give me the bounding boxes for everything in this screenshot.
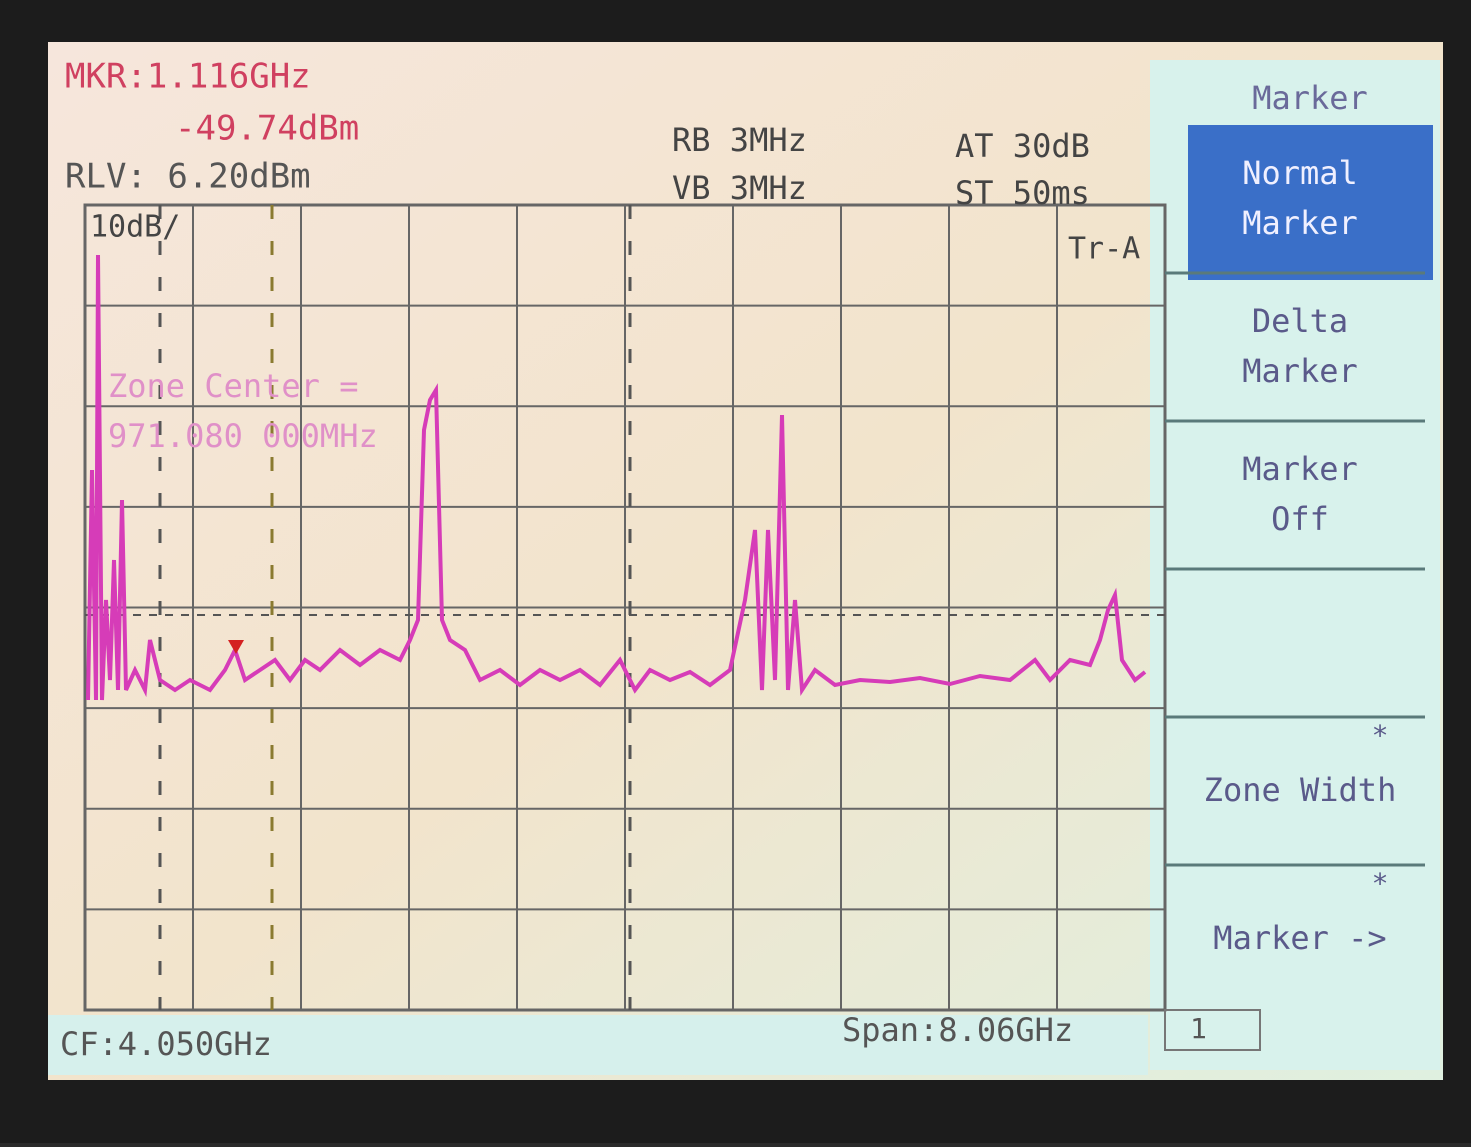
menu-button[interactable]: * Marker ->: [1165, 863, 1425, 957]
attenuation: AT 30dB: [955, 127, 1090, 165]
menu-button[interactable]: * Zone Width: [1165, 715, 1425, 809]
menu-button[interactable]: Marker Off: [1165, 419, 1425, 538]
footer-bar: [48, 1015, 1148, 1075]
menu-button[interactable]: Delta Marker: [1165, 271, 1425, 390]
menu-label: Marker: [1242, 204, 1358, 242]
menu-title: Marker: [1252, 79, 1368, 117]
zone-value: 971.080 000MHz: [108, 417, 378, 455]
span: Span:8.06GHz: [842, 1011, 1073, 1049]
trace-label: Tr-A: [1068, 232, 1140, 267]
menu-label: Delta: [1252, 302, 1348, 340]
marker-frequency: MKR:1.116GHz: [65, 57, 311, 97]
vbw: VB 3MHz: [672, 169, 807, 207]
trace: [86, 254, 1147, 701]
indicator: 1: [1190, 1012, 1207, 1045]
indicator-box: [1164, 1009, 1261, 1051]
menu-flag: *: [1372, 867, 1389, 900]
scale: 10dB/: [90, 210, 180, 245]
menu-label: Marker: [1242, 450, 1358, 488]
menu-label: Zone Width: [1204, 771, 1397, 809]
menu-label: Marker ->: [1213, 919, 1386, 957]
center-frequency: CF:4.050GHz: [60, 1025, 272, 1063]
zone-label: Zone Center =: [108, 367, 358, 405]
marker-level: -49.74dBm: [175, 109, 359, 149]
menu-label: Marker: [1242, 352, 1358, 390]
menu-label: Normal: [1242, 154, 1358, 192]
sweep-time: ST 50ms: [955, 174, 1090, 212]
menu: Normal Marker Delta Marker Marker Off * Zone Wi…: [1165, 125, 1433, 957]
menu-flag: *: [1372, 719, 1389, 752]
menu-button-selected: [1188, 125, 1433, 280]
menu-button[interactable]: Normal Marker: [1188, 125, 1433, 280]
menu-label: Off: [1271, 500, 1329, 538]
rbw: RB 3MHz: [672, 121, 807, 159]
marker-icon: [228, 640, 244, 654]
reference-level: RLV: 6.20dBm: [65, 157, 311, 197]
graticule: [83, 203, 1167, 1012]
